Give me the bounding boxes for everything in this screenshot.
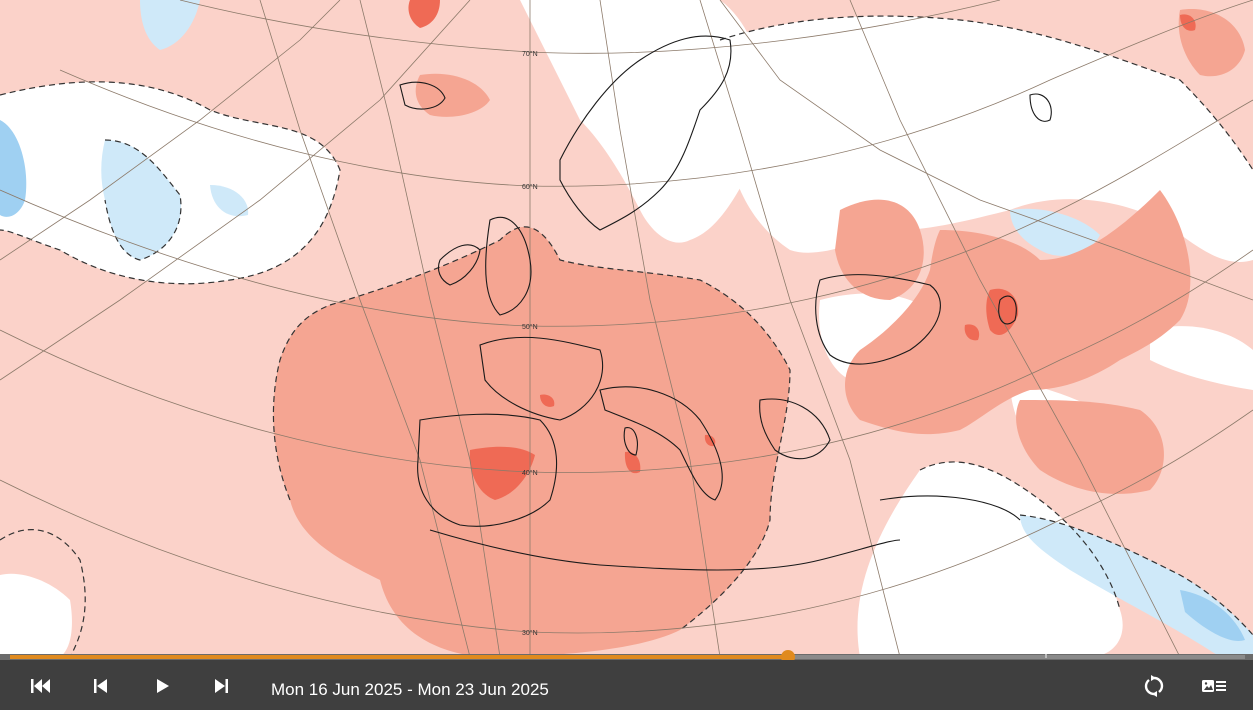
step-forward-icon	[215, 679, 228, 693]
player-controls: Mon 16 Jun 2025 - Mon 23 Jun 2025	[0, 660, 1253, 710]
step-back-icon	[94, 679, 107, 693]
latitude-labels: 70°N 60°N 50°N 40°N 30°N	[522, 50, 538, 637]
play-button[interactable]	[146, 670, 178, 702]
previous-frame-button[interactable]	[85, 670, 117, 702]
legend-toggle-icon	[1202, 680, 1226, 692]
cool-anomaly-areas	[0, 0, 1253, 657]
strong-warm-anomaly-areas	[408, 0, 1196, 500]
loop-button[interactable]	[1138, 670, 1170, 702]
coastlines	[399, 35, 1052, 571]
graticule	[0, 0, 1253, 657]
latitude-label-50: 50°N	[522, 323, 538, 331]
skip-to-start-icon	[31, 679, 50, 693]
timeline-marker	[1045, 654, 1047, 658]
timeline-track[interactable]	[10, 650, 1245, 664]
next-frame-button[interactable]	[205, 670, 237, 702]
latitude-label-30: 30°N	[522, 629, 538, 637]
anomaly-map-canvas: 70°N 60°N 50°N 40°N 30°N	[0, 0, 1253, 657]
latitude-label-70: 70°N	[522, 50, 538, 58]
play-icon	[157, 679, 169, 693]
loop-icon	[1144, 675, 1164, 697]
forecast-date-range: Mon 16 Jun 2025 - Mon 23 Jun 2025	[271, 680, 549, 699]
forecast-map: 70°N 60°N 50°N 40°N 30°N	[0, 0, 1253, 657]
first-frame-button[interactable]	[25, 670, 57, 702]
latitude-label-40: 40°N	[522, 469, 538, 477]
latitude-label-60: 60°N	[522, 183, 538, 191]
anomaly-contours	[0, 15, 1253, 657]
legend-toggle-button[interactable]	[1198, 670, 1230, 702]
timeline-progress	[10, 655, 789, 659]
